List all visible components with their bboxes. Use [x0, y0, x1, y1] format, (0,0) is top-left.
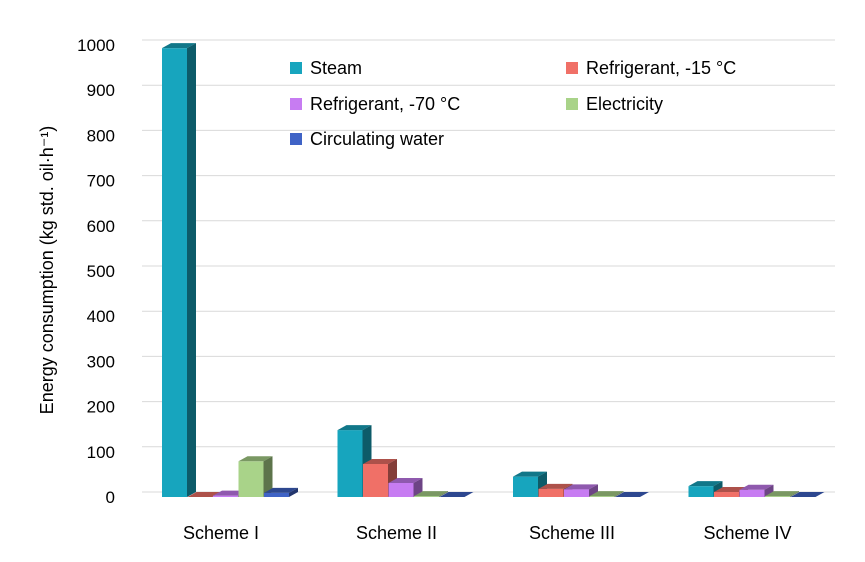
- legend-swatch: [290, 98, 302, 110]
- x-category-label: Scheme III: [529, 523, 615, 543]
- bar-4-2: [615, 492, 649, 497]
- legend-label: Circulating water: [310, 129, 444, 149]
- bar-0-0: [162, 43, 196, 497]
- legend-item: Steam: [290, 58, 362, 78]
- legend-item: Electricity: [566, 94, 663, 114]
- legend: Steam Refrigerant, -15 °C Refrigerant, -70…: [290, 58, 736, 149]
- legend-swatch: [566, 62, 578, 74]
- legend-swatch: [290, 133, 302, 145]
- legend-swatch: [566, 98, 578, 110]
- bar-group: [162, 43, 825, 497]
- bar-2-2: [564, 484, 598, 497]
- bar-2-1: [388, 477, 423, 497]
- gridlines: [142, 39, 835, 493]
- legend-item: Refrigerant, -15 °C: [566, 58, 736, 78]
- x-category-label: Scheme IV: [703, 523, 791, 543]
- legend-item: Refrigerant, -70 °C: [290, 94, 460, 114]
- y-axis-ticks: 0 100 200 300 400 500 600 700 800 900 1000: [77, 36, 115, 507]
- x-axis-categories: Scheme I Scheme II Scheme III Scheme IV: [183, 523, 792, 543]
- legend-swatch: [290, 62, 302, 74]
- bar-2-3: [739, 484, 774, 497]
- y-tick-label: 300: [87, 352, 115, 371]
- bar-3-2: [589, 491, 624, 497]
- bar-3-3: [765, 491, 799, 497]
- bar-3-0: [238, 456, 273, 497]
- legend-item: Circulating water: [290, 129, 444, 149]
- y-tick-label: 0: [106, 488, 115, 507]
- y-tick-label: 600: [87, 217, 115, 236]
- y-tick-label: 700: [87, 172, 115, 191]
- x-category-label: Scheme I: [183, 523, 259, 543]
- bar-4-1: [439, 492, 474, 497]
- y-axis-label: Energy consumption (kg std. oil·h⁻¹): [37, 126, 57, 415]
- y-tick-label: 200: [87, 398, 115, 417]
- y-tick-label: 1000: [77, 36, 115, 55]
- y-tick-label: 500: [87, 262, 115, 281]
- bar-0-2: [513, 471, 547, 497]
- bar-4-3: [790, 492, 825, 497]
- bar-1-1: [363, 459, 397, 497]
- y-tick-label: 100: [87, 443, 115, 462]
- bar-4-0: [264, 487, 298, 497]
- y-tick-label: 900: [87, 81, 115, 100]
- legend-label: Steam: [310, 58, 362, 78]
- y-tick-label: 800: [87, 126, 115, 145]
- x-category-label: Scheme II: [356, 523, 437, 543]
- bar-3-1: [414, 491, 448, 497]
- legend-label: Refrigerant, -70 °C: [310, 94, 460, 114]
- y-tick-label: 400: [87, 307, 115, 326]
- legend-label: Electricity: [586, 94, 663, 114]
- legend-label: Refrigerant, -15 °C: [586, 58, 736, 78]
